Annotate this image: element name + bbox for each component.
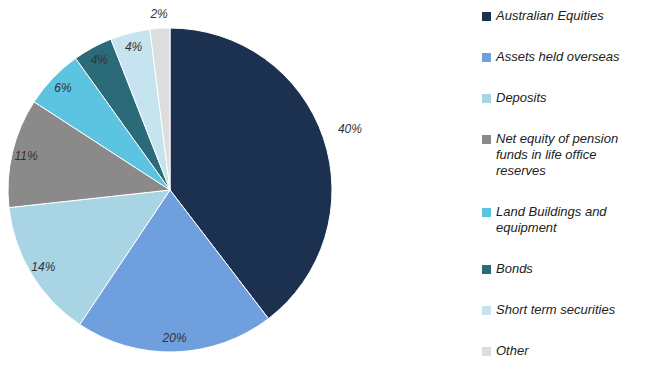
legend-swatch [482,265,491,274]
legend-swatch [482,347,491,356]
data-label: 11% [14,149,37,163]
slice [150,28,170,190]
legend-label: Short term securities [496,302,646,318]
legend-swatch [482,94,491,103]
legend-label: Net equity of pension funds in life offi… [496,131,646,179]
slices [8,28,332,352]
legend-label: Land Buildings and equipment [496,204,646,236]
legend-label: Assets held overseas [496,49,646,65]
legend-swatch [482,306,491,315]
legend-label: Deposits [496,90,646,106]
legend-label: Australian Equities [496,8,646,24]
data-label: 4% [125,40,143,54]
data-label: 40% [338,122,362,136]
data-label: 20% [162,331,187,345]
legend-swatch [482,135,491,144]
legend-swatch [482,53,491,62]
data-label: 6% [54,81,72,95]
legend-swatch [482,12,491,21]
legend-label: Bonds [496,261,646,277]
data-labels: 40% 20% 14% 11% 6% 4% 4% 2% [14,7,362,345]
data-label: 14% [31,260,55,274]
legend-swatch [482,208,491,217]
data-label: 4% [91,53,109,67]
data-label: 2% [149,7,168,21]
legend-label: Other [496,343,646,359]
slice [9,190,170,325]
